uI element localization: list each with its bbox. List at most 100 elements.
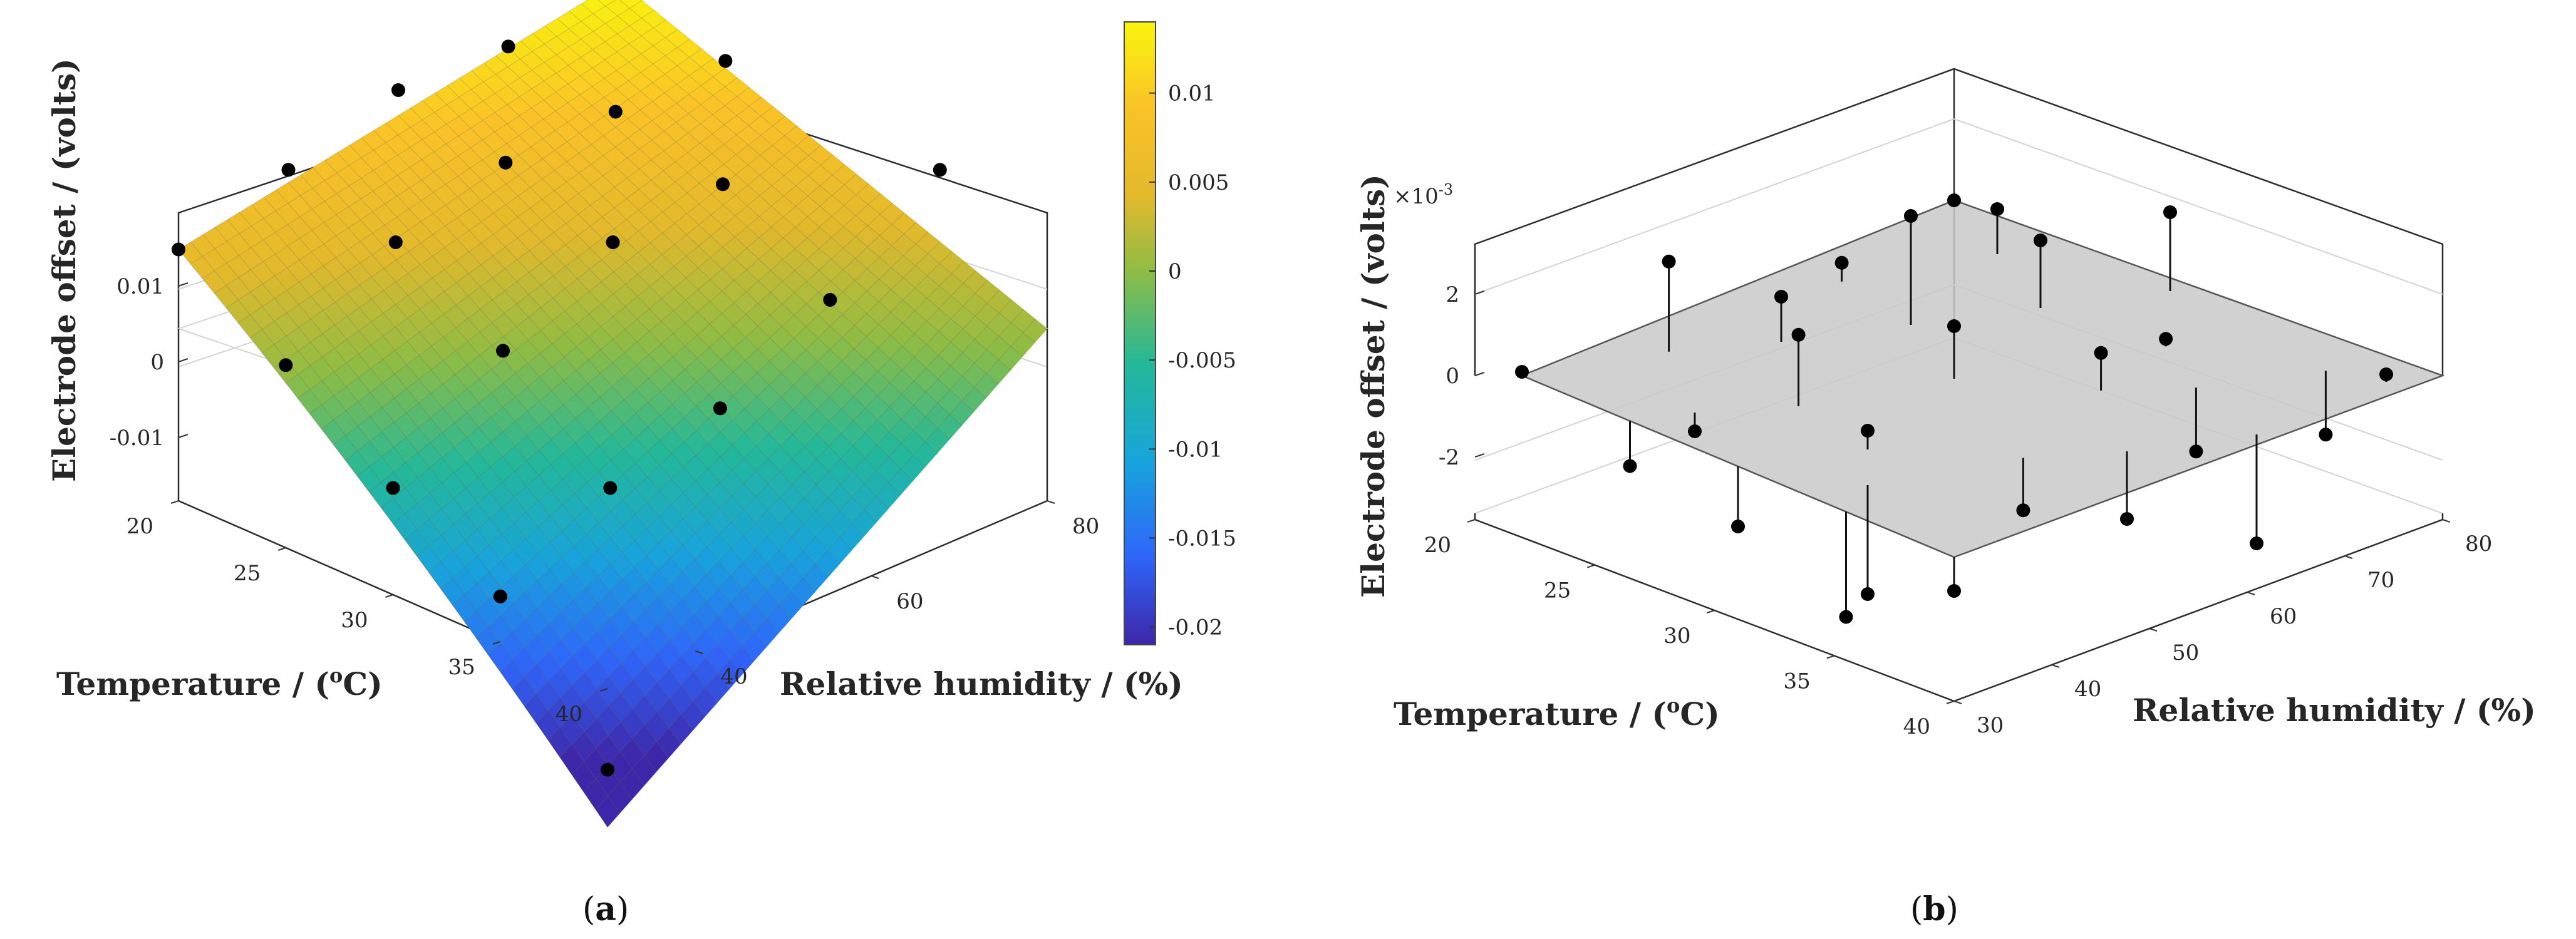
- data-point: [1834, 255, 1849, 270]
- data-point: [2034, 233, 2047, 247]
- panel-a-ylabel: Relative humidity / (%): [780, 665, 1183, 702]
- y-tick: [2051, 664, 2060, 668]
- data-point: [823, 293, 837, 307]
- data-point: [608, 105, 623, 119]
- data-point: [2319, 428, 2333, 442]
- panel-a-points: [172, 39, 947, 777]
- data-point: [1662, 254, 1676, 269]
- y-tick-label: 50: [2172, 640, 2199, 665]
- data-point: [1623, 459, 1637, 473]
- y-tick-label: 70: [2367, 568, 2394, 593]
- y-tick-label: 60: [2270, 604, 2297, 629]
- data-point: [1774, 290, 1788, 304]
- y-tick-label: 40: [720, 664, 747, 689]
- x-tick-label: 20: [1424, 533, 1451, 558]
- data-point: [391, 83, 405, 97]
- data-point: [1731, 520, 1745, 533]
- data-point: [493, 589, 507, 603]
- z-tick-label: 0.01: [116, 274, 164, 299]
- panel-a-zlabel: Electrode offset / (volts): [46, 58, 83, 482]
- data-point: [2094, 346, 2108, 360]
- z-tick: [178, 282, 189, 287]
- panel-b-zero-plane: [1519, 199, 2445, 558]
- data-point: [172, 242, 185, 257]
- x-tick: [385, 594, 393, 598]
- x-tick-label: 40: [556, 702, 582, 727]
- colorbar-tick-label: 0: [1168, 259, 1182, 284]
- data-point: [386, 481, 400, 495]
- panel-b-points: [1515, 193, 2393, 624]
- colorbar: [1124, 21, 1156, 645]
- z-tick-label: 0: [1446, 364, 1459, 389]
- x-tick: [492, 641, 501, 645]
- y-tick: [1047, 500, 1055, 504]
- colorbar-tick-label: 0.005: [1168, 170, 1229, 195]
- z-tick-label: 0: [150, 350, 164, 375]
- z-tick-label: 2: [1446, 282, 1459, 307]
- y-tick: [2149, 628, 2158, 632]
- colorbar-tick-label: -0.005: [1168, 348, 1236, 373]
- data-point: [606, 235, 620, 249]
- colorbar-tick-label: -0.015: [1168, 526, 1236, 551]
- y-tick: [2442, 519, 2451, 523]
- colorbar-tick-label: 0.01: [1168, 81, 1216, 106]
- data-point: [1947, 584, 1961, 598]
- x-tick: [277, 547, 286, 551]
- panel-a-ticks: 20 25 30 35 40 40 60 80 0.01 0 -0.01: [110, 274, 1099, 727]
- data-point: [1861, 424, 1875, 438]
- data-point: [2250, 536, 2263, 550]
- data-point: [1839, 610, 1853, 624]
- data-point: [718, 54, 733, 68]
- data-point: [1861, 587, 1875, 601]
- z-tick-label: -0.01: [110, 426, 164, 451]
- x-tick-label: 20: [127, 514, 153, 539]
- panel-a-caption: (a): [582, 890, 629, 928]
- x-tick-label: 30: [341, 608, 368, 633]
- data-point: [2120, 512, 2134, 526]
- y-tick: [2247, 592, 2255, 595]
- x-tick: [1946, 700, 1955, 704]
- x-tick-label: 35: [448, 655, 475, 680]
- y-tick-label: 60: [896, 589, 923, 614]
- data-point: [713, 401, 727, 416]
- y-tick-label: 80: [2465, 531, 2492, 557]
- panel-a: 20 25 30 35 40 40 60 80 0.01 0 -0.01 Electrode off…: [46, 0, 1236, 928]
- panel-b-caption: (b): [1910, 890, 1958, 928]
- x-tick: [599, 688, 608, 692]
- y-tick-label: 40: [2074, 677, 2101, 702]
- y-tick-label: 30: [1977, 713, 2004, 738]
- data-point: [1990, 202, 2004, 216]
- data-point: [601, 762, 614, 777]
- data-point: [496, 344, 510, 358]
- x-tick-label: 25: [234, 561, 261, 586]
- y-tick: [1953, 700, 1962, 704]
- data-point: [1688, 424, 1702, 438]
- data-point: [1947, 193, 1961, 207]
- x-tick: [1826, 655, 1835, 659]
- panel-b-ylabel: Relative humidity / (%): [2133, 692, 2536, 729]
- y-tick-label: 80: [1072, 514, 1099, 539]
- panel-b-z-multiplier: ×10-3: [1394, 181, 1453, 209]
- data-point: [1947, 319, 1961, 333]
- panel-a-xlabel: Temperature / (oC): [56, 664, 383, 702]
- data-point: [1904, 209, 1918, 223]
- x-tick-label: 35: [1783, 669, 1810, 694]
- data-point: [2163, 205, 2177, 219]
- data-point: [933, 163, 947, 177]
- data-point: [716, 177, 730, 192]
- z-tick: [178, 358, 189, 362]
- data-point: [2379, 367, 2393, 381]
- colorbar-tick-label: -0.01: [1168, 437, 1223, 462]
- panel-b-zlabel: Electrode offset / (volts): [1355, 174, 1392, 598]
- z-tick: [1474, 453, 1485, 458]
- data-point: [281, 163, 296, 177]
- x-tick: [1707, 610, 1715, 613]
- surface-patch: [597, 0, 616, 7]
- x-tick-label: 30: [1663, 623, 1690, 649]
- y-tick: [2344, 555, 2353, 559]
- z-tick: [178, 434, 189, 438]
- panel-b-xlabel: Temperature / (oC): [1394, 694, 1720, 732]
- y-tick: [695, 650, 703, 654]
